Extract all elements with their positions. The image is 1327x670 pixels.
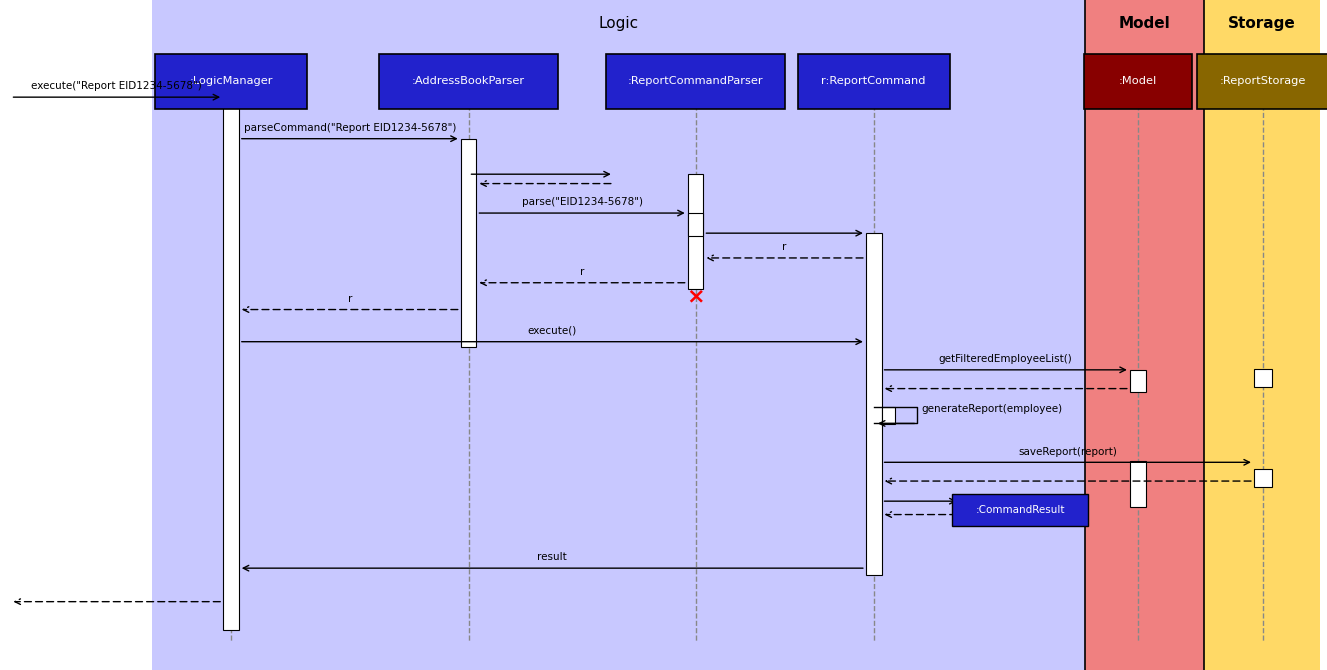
- Text: :ReportStorage: :ReportStorage: [1220, 76, 1306, 86]
- FancyBboxPatch shape: [155, 54, 307, 109]
- Bar: [0, 0, 151, 670]
- FancyBboxPatch shape: [798, 54, 950, 109]
- Text: :AddressBookParser: :AddressBookParser: [411, 76, 525, 86]
- Bar: [1129, 461, 1145, 507]
- Text: generateReport(employee): generateReport(employee): [921, 404, 1063, 413]
- FancyBboxPatch shape: [380, 54, 557, 109]
- Text: result: result: [537, 553, 567, 562]
- Text: r: r: [348, 294, 352, 304]
- Text: :ReportCommandParser: :ReportCommandParser: [628, 76, 763, 86]
- Text: execute("Report EID1234-5678"): execute("Report EID1234-5678"): [32, 82, 202, 91]
- Bar: [1085, 0, 1204, 670]
- Text: parse("EID1234-5678"): parse("EID1234-5678"): [522, 198, 642, 207]
- Bar: [223, 97, 239, 630]
- Text: r: r: [580, 267, 584, 277]
- Text: r:ReportCommand: r:ReportCommand: [821, 76, 926, 86]
- Bar: [881, 407, 894, 424]
- Text: parseCommand("Report EID1234-5678"): parseCommand("Report EID1234-5678"): [244, 123, 456, 133]
- Text: saveReport(report): saveReport(report): [1018, 447, 1117, 456]
- Text: ×: ×: [686, 286, 705, 306]
- Bar: [1129, 370, 1145, 392]
- Bar: [1254, 469, 1273, 487]
- Text: Storage: Storage: [1227, 16, 1295, 31]
- Bar: [865, 233, 881, 575]
- Text: Logic: Logic: [598, 16, 638, 31]
- Bar: [687, 174, 703, 289]
- Text: Model: Model: [1119, 16, 1170, 31]
- Text: :Model: :Model: [1119, 76, 1157, 86]
- Bar: [687, 213, 703, 236]
- Bar: [460, 139, 476, 347]
- Bar: [1204, 0, 1320, 670]
- FancyBboxPatch shape: [1084, 54, 1192, 109]
- FancyBboxPatch shape: [953, 494, 1088, 526]
- Text: :CommandResult: :CommandResult: [975, 505, 1066, 515]
- Bar: [151, 0, 1085, 670]
- FancyBboxPatch shape: [1197, 54, 1327, 109]
- Text: :LogicManager: :LogicManager: [190, 76, 273, 86]
- Text: r: r: [783, 243, 787, 252]
- FancyBboxPatch shape: [606, 54, 784, 109]
- Bar: [1254, 369, 1273, 387]
- Text: execute(): execute(): [528, 326, 577, 336]
- Text: getFilteredEmployeeList(): getFilteredEmployeeList(): [938, 354, 1072, 364]
